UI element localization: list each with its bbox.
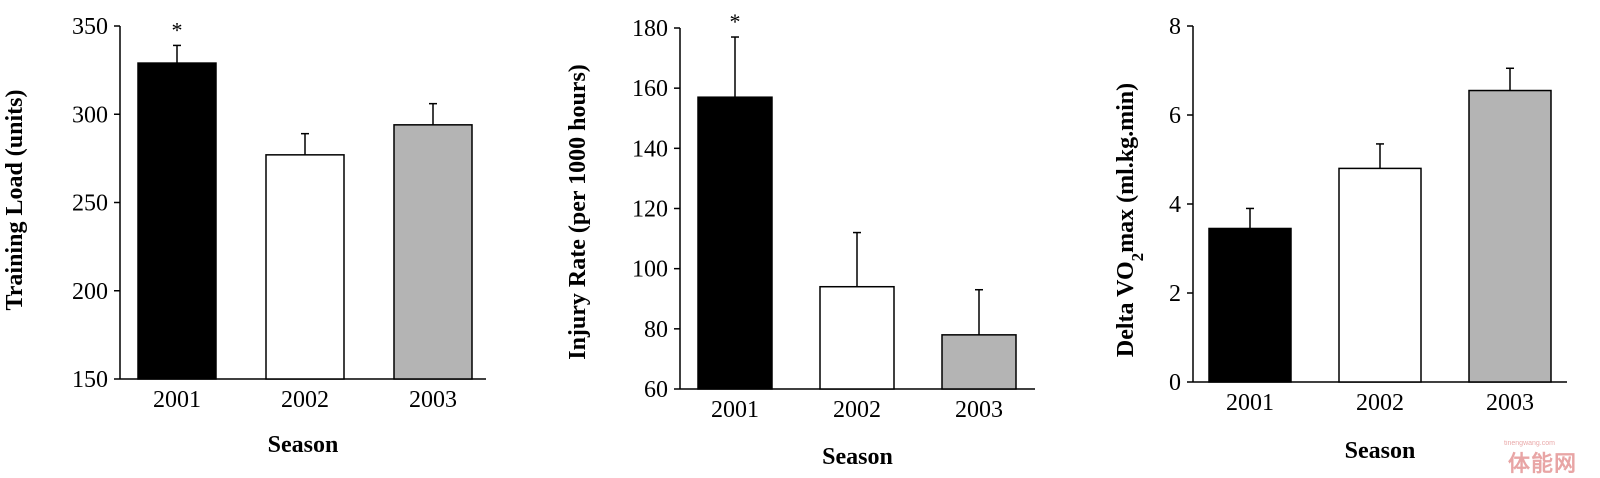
x-tick-label: 2001 bbox=[1226, 390, 1274, 416]
x-axis-title: Season bbox=[268, 432, 339, 458]
y-axis-title: Delta VO2max (ml.kg.min) bbox=[1113, 83, 1147, 357]
bar-2003 bbox=[393, 124, 473, 380]
y-tick-label: 2 bbox=[1169, 281, 1181, 307]
x-tick-label: 2003 bbox=[1486, 390, 1534, 416]
y-tick-label: 0 bbox=[1169, 370, 1181, 396]
x-axis-title: Season bbox=[822, 444, 893, 470]
significance-marker: * bbox=[172, 17, 183, 42]
x-tick-label: 2003 bbox=[955, 397, 1003, 423]
y-tick-label: 150 bbox=[72, 367, 108, 393]
bar-2002 bbox=[265, 154, 345, 380]
x-tick-label: 2003 bbox=[409, 387, 457, 413]
x-tick-label: 2001 bbox=[711, 397, 759, 423]
y-tick-label: 250 bbox=[72, 191, 108, 217]
x-tick-label: 2002 bbox=[1356, 390, 1404, 416]
bar-2001 bbox=[137, 62, 217, 380]
y-tick-label: 8 bbox=[1169, 14, 1181, 40]
bar-2002 bbox=[1338, 167, 1422, 383]
x-tick-label: 2002 bbox=[833, 397, 881, 423]
y-tick-label: 160 bbox=[632, 76, 668, 102]
x-tick-label: 2001 bbox=[153, 387, 201, 413]
y-tick-label: 120 bbox=[632, 197, 668, 223]
y-tick-label: 100 bbox=[632, 257, 668, 283]
y-tick-label: 200 bbox=[72, 279, 108, 305]
y-axis-title: Injury Rate (per 1000 hours) bbox=[565, 64, 591, 360]
chart-panel-1: 150 200 250 300 350 2001 * 2002 2003 Season Traini… bbox=[2, 14, 486, 458]
x-tick-label: 2002 bbox=[281, 387, 329, 413]
watermark-sub: tinengwang.com bbox=[1504, 440, 1555, 447]
watermark-text: 体能网 bbox=[1508, 451, 1578, 476]
chart-panel-2: 60 80 100 120 140 160 180 2001 * 2002 2003 Season In… bbox=[565, 9, 1035, 470]
y-tick-label: 180 bbox=[632, 16, 668, 42]
y-tick-label: 140 bbox=[632, 136, 668, 162]
bar-2001 bbox=[1208, 227, 1292, 383]
x-axis-title: Season bbox=[1345, 438, 1416, 464]
y-tick-label: 6 bbox=[1169, 103, 1181, 129]
y-axis-title: Training Load (units) bbox=[2, 90, 28, 311]
watermark-logo: tinengwang.com 体能网 bbox=[1482, 440, 1592, 476]
bar-2002 bbox=[819, 285, 895, 390]
bar-2003 bbox=[1468, 89, 1552, 383]
y-tick-label: 80 bbox=[644, 317, 668, 343]
significance-marker: * bbox=[730, 9, 741, 34]
y-tick-label: 300 bbox=[72, 102, 108, 128]
y-tick-label: 60 bbox=[644, 377, 668, 403]
y-tick-label: 4 bbox=[1169, 192, 1181, 218]
bar-2003 bbox=[941, 334, 1017, 390]
bar-2001 bbox=[697, 96, 773, 390]
y-tick-label: 350 bbox=[72, 14, 108, 40]
chart-panel-3: 0 2 4 6 8 2001 2002 2003 Season Delta VO2max (ml.… bbox=[1113, 14, 1567, 464]
